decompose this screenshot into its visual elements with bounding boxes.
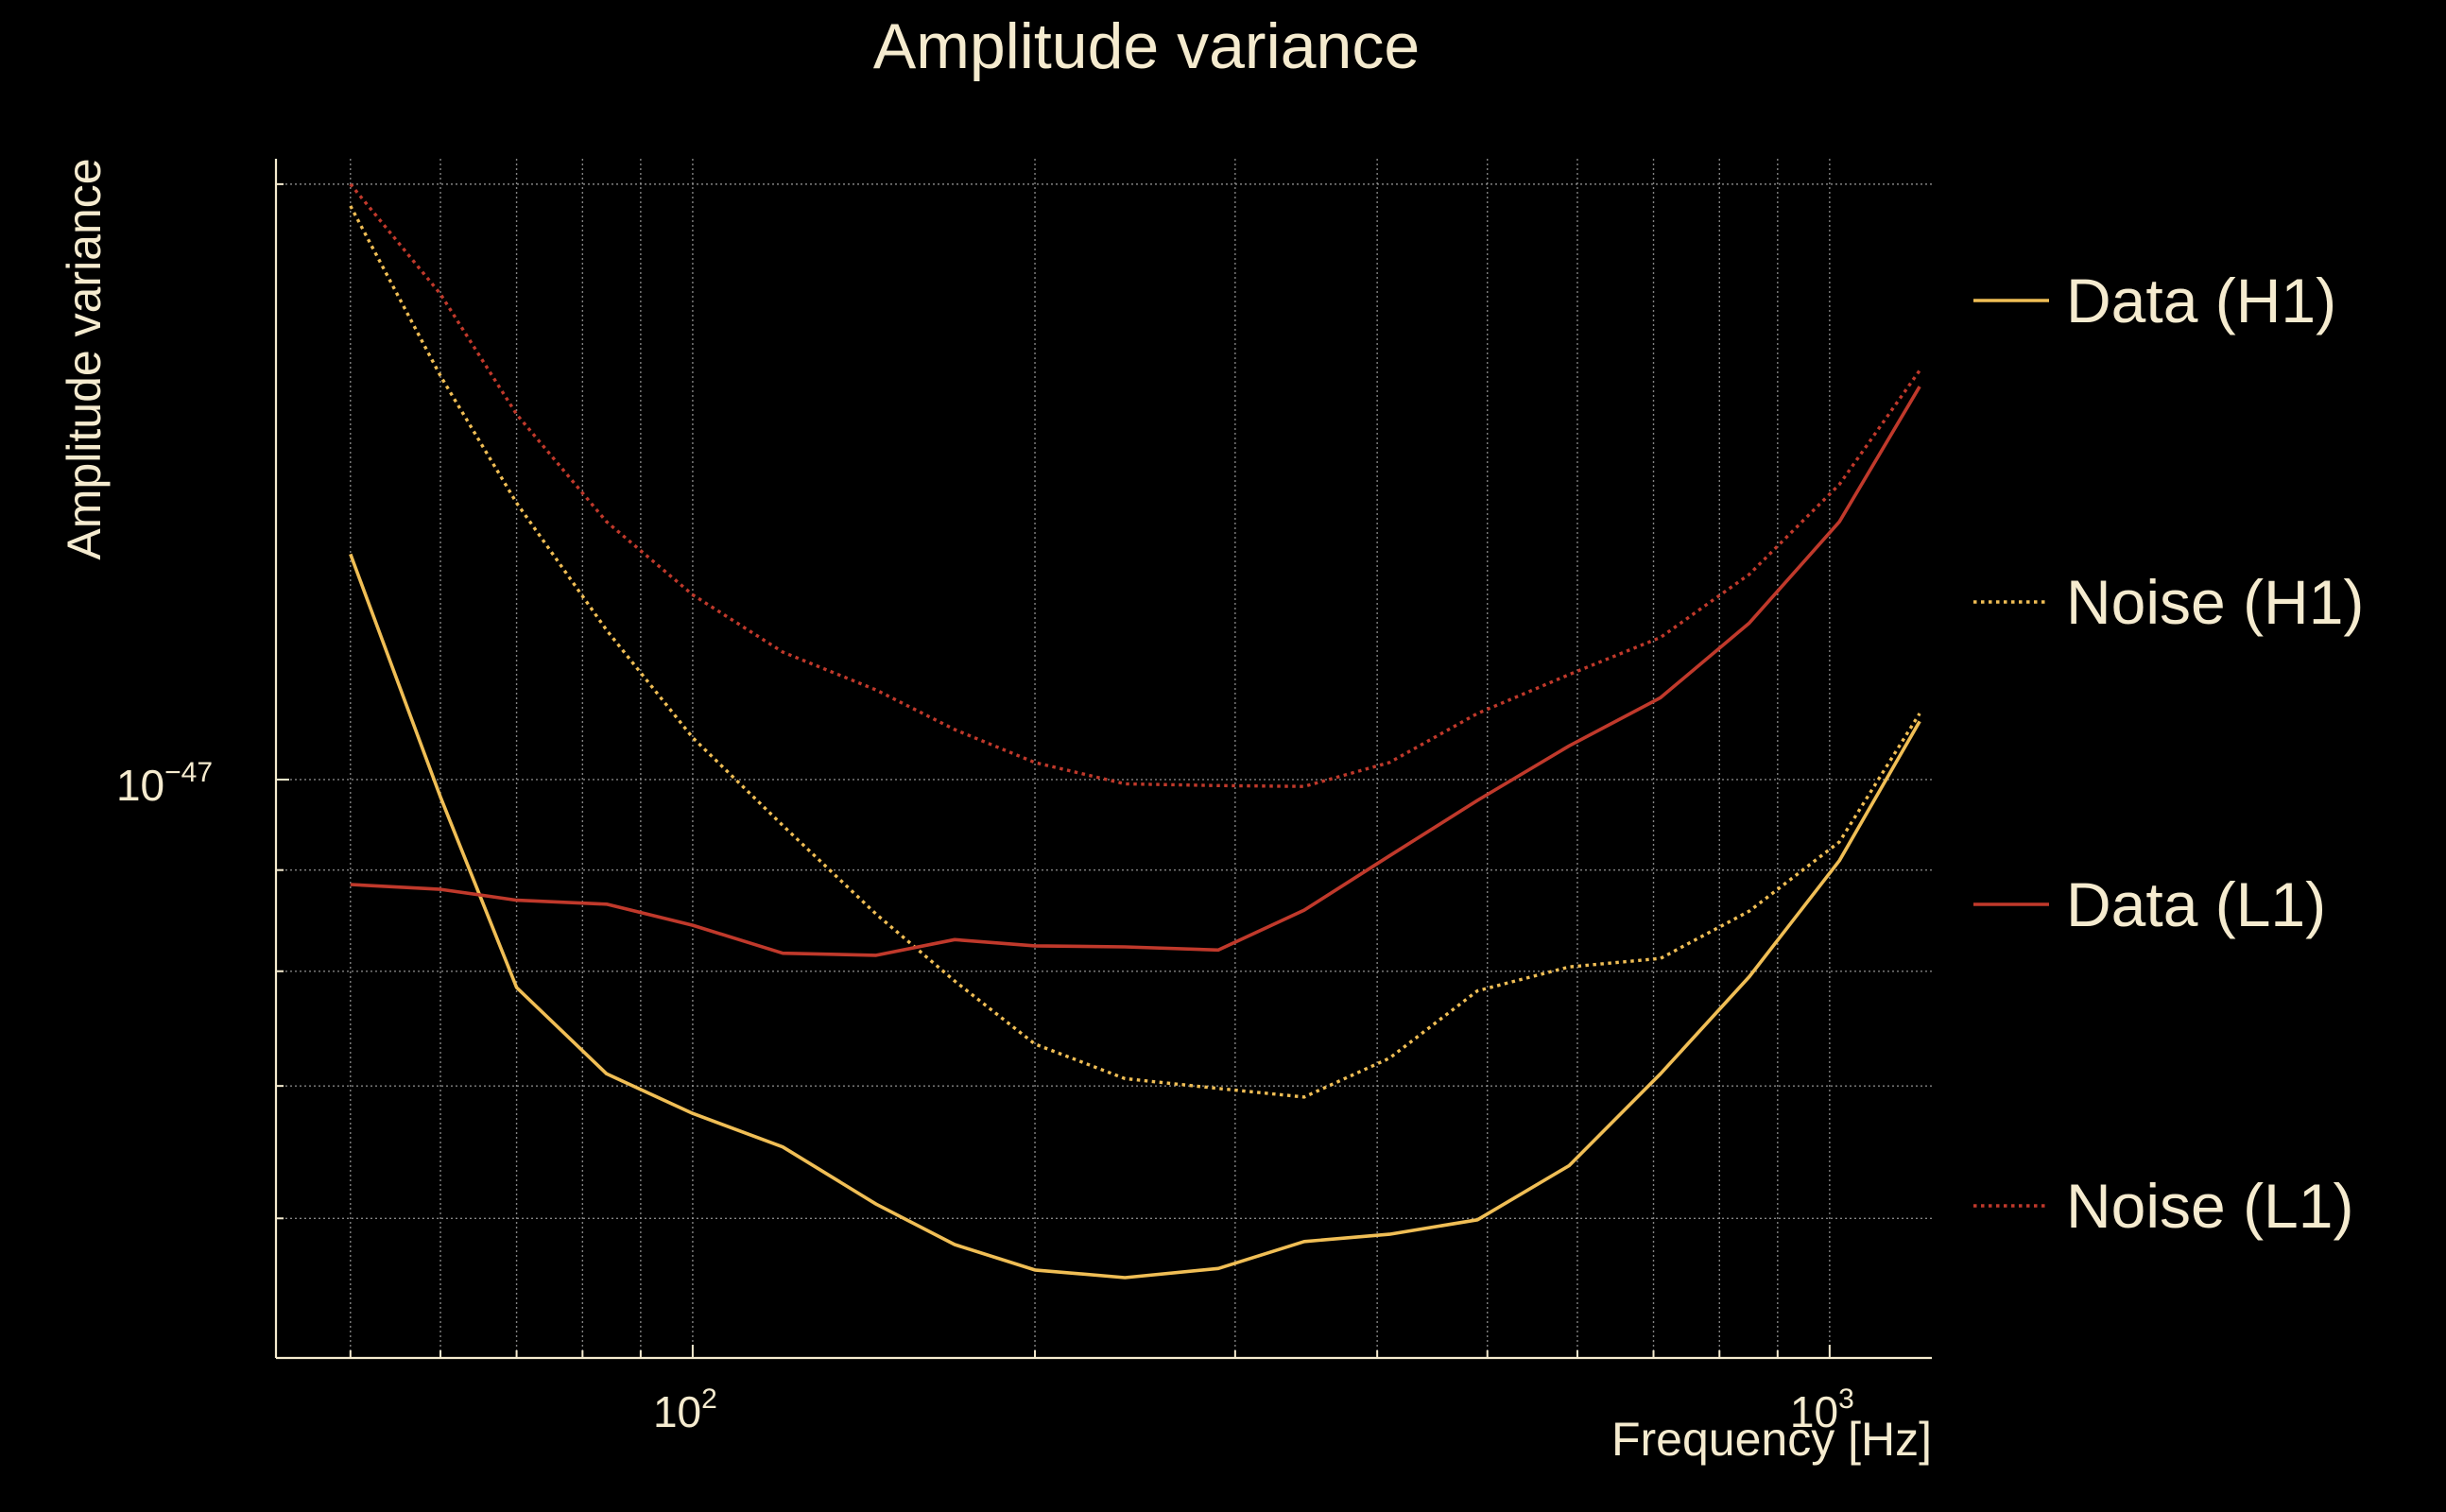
x-axis-label: Frequency [Hz] bbox=[1611, 1413, 1932, 1466]
chart-title: Amplitude variance bbox=[873, 10, 1420, 82]
legend-label: Data (L1) bbox=[2066, 869, 2326, 939]
legend: Data (H1) Noise (H1) Data (L1) Noise (L1) bbox=[1973, 266, 2364, 1241]
y-axis-label: Amplitude variance bbox=[58, 158, 111, 559]
legend-label: Noise (L1) bbox=[2066, 1171, 2353, 1241]
y-tick-label: 10−47 bbox=[116, 757, 213, 810]
x-tick-label-exponent: 2 bbox=[701, 1383, 717, 1415]
legend-label: Noise (H1) bbox=[2066, 567, 2364, 637]
y-tick-label-base: 10 bbox=[116, 761, 164, 810]
x-tick-label-base: 10 bbox=[1790, 1387, 1838, 1436]
series-layer bbox=[349, 182, 1921, 1280]
series-line-data-l1 bbox=[350, 386, 1921, 957]
series-line-data-h1 bbox=[349, 553, 1921, 1280]
x-tick-label-exponent: 3 bbox=[1838, 1383, 1854, 1415]
axes-layer bbox=[274, 159, 1932, 1360]
y-tick-label-exponent: −47 bbox=[164, 757, 213, 788]
x-tick-label-base: 10 bbox=[653, 1387, 701, 1436]
grid-layer bbox=[276, 159, 1932, 1358]
legend-label: Data (H1) bbox=[2066, 266, 2336, 335]
series-line-noise-h1 bbox=[349, 205, 1921, 1099]
series-line-noise-l1 bbox=[349, 182, 1921, 788]
x-tick-label: 103 bbox=[1790, 1383, 1854, 1436]
x-tick-label: 102 bbox=[653, 1383, 717, 1436]
